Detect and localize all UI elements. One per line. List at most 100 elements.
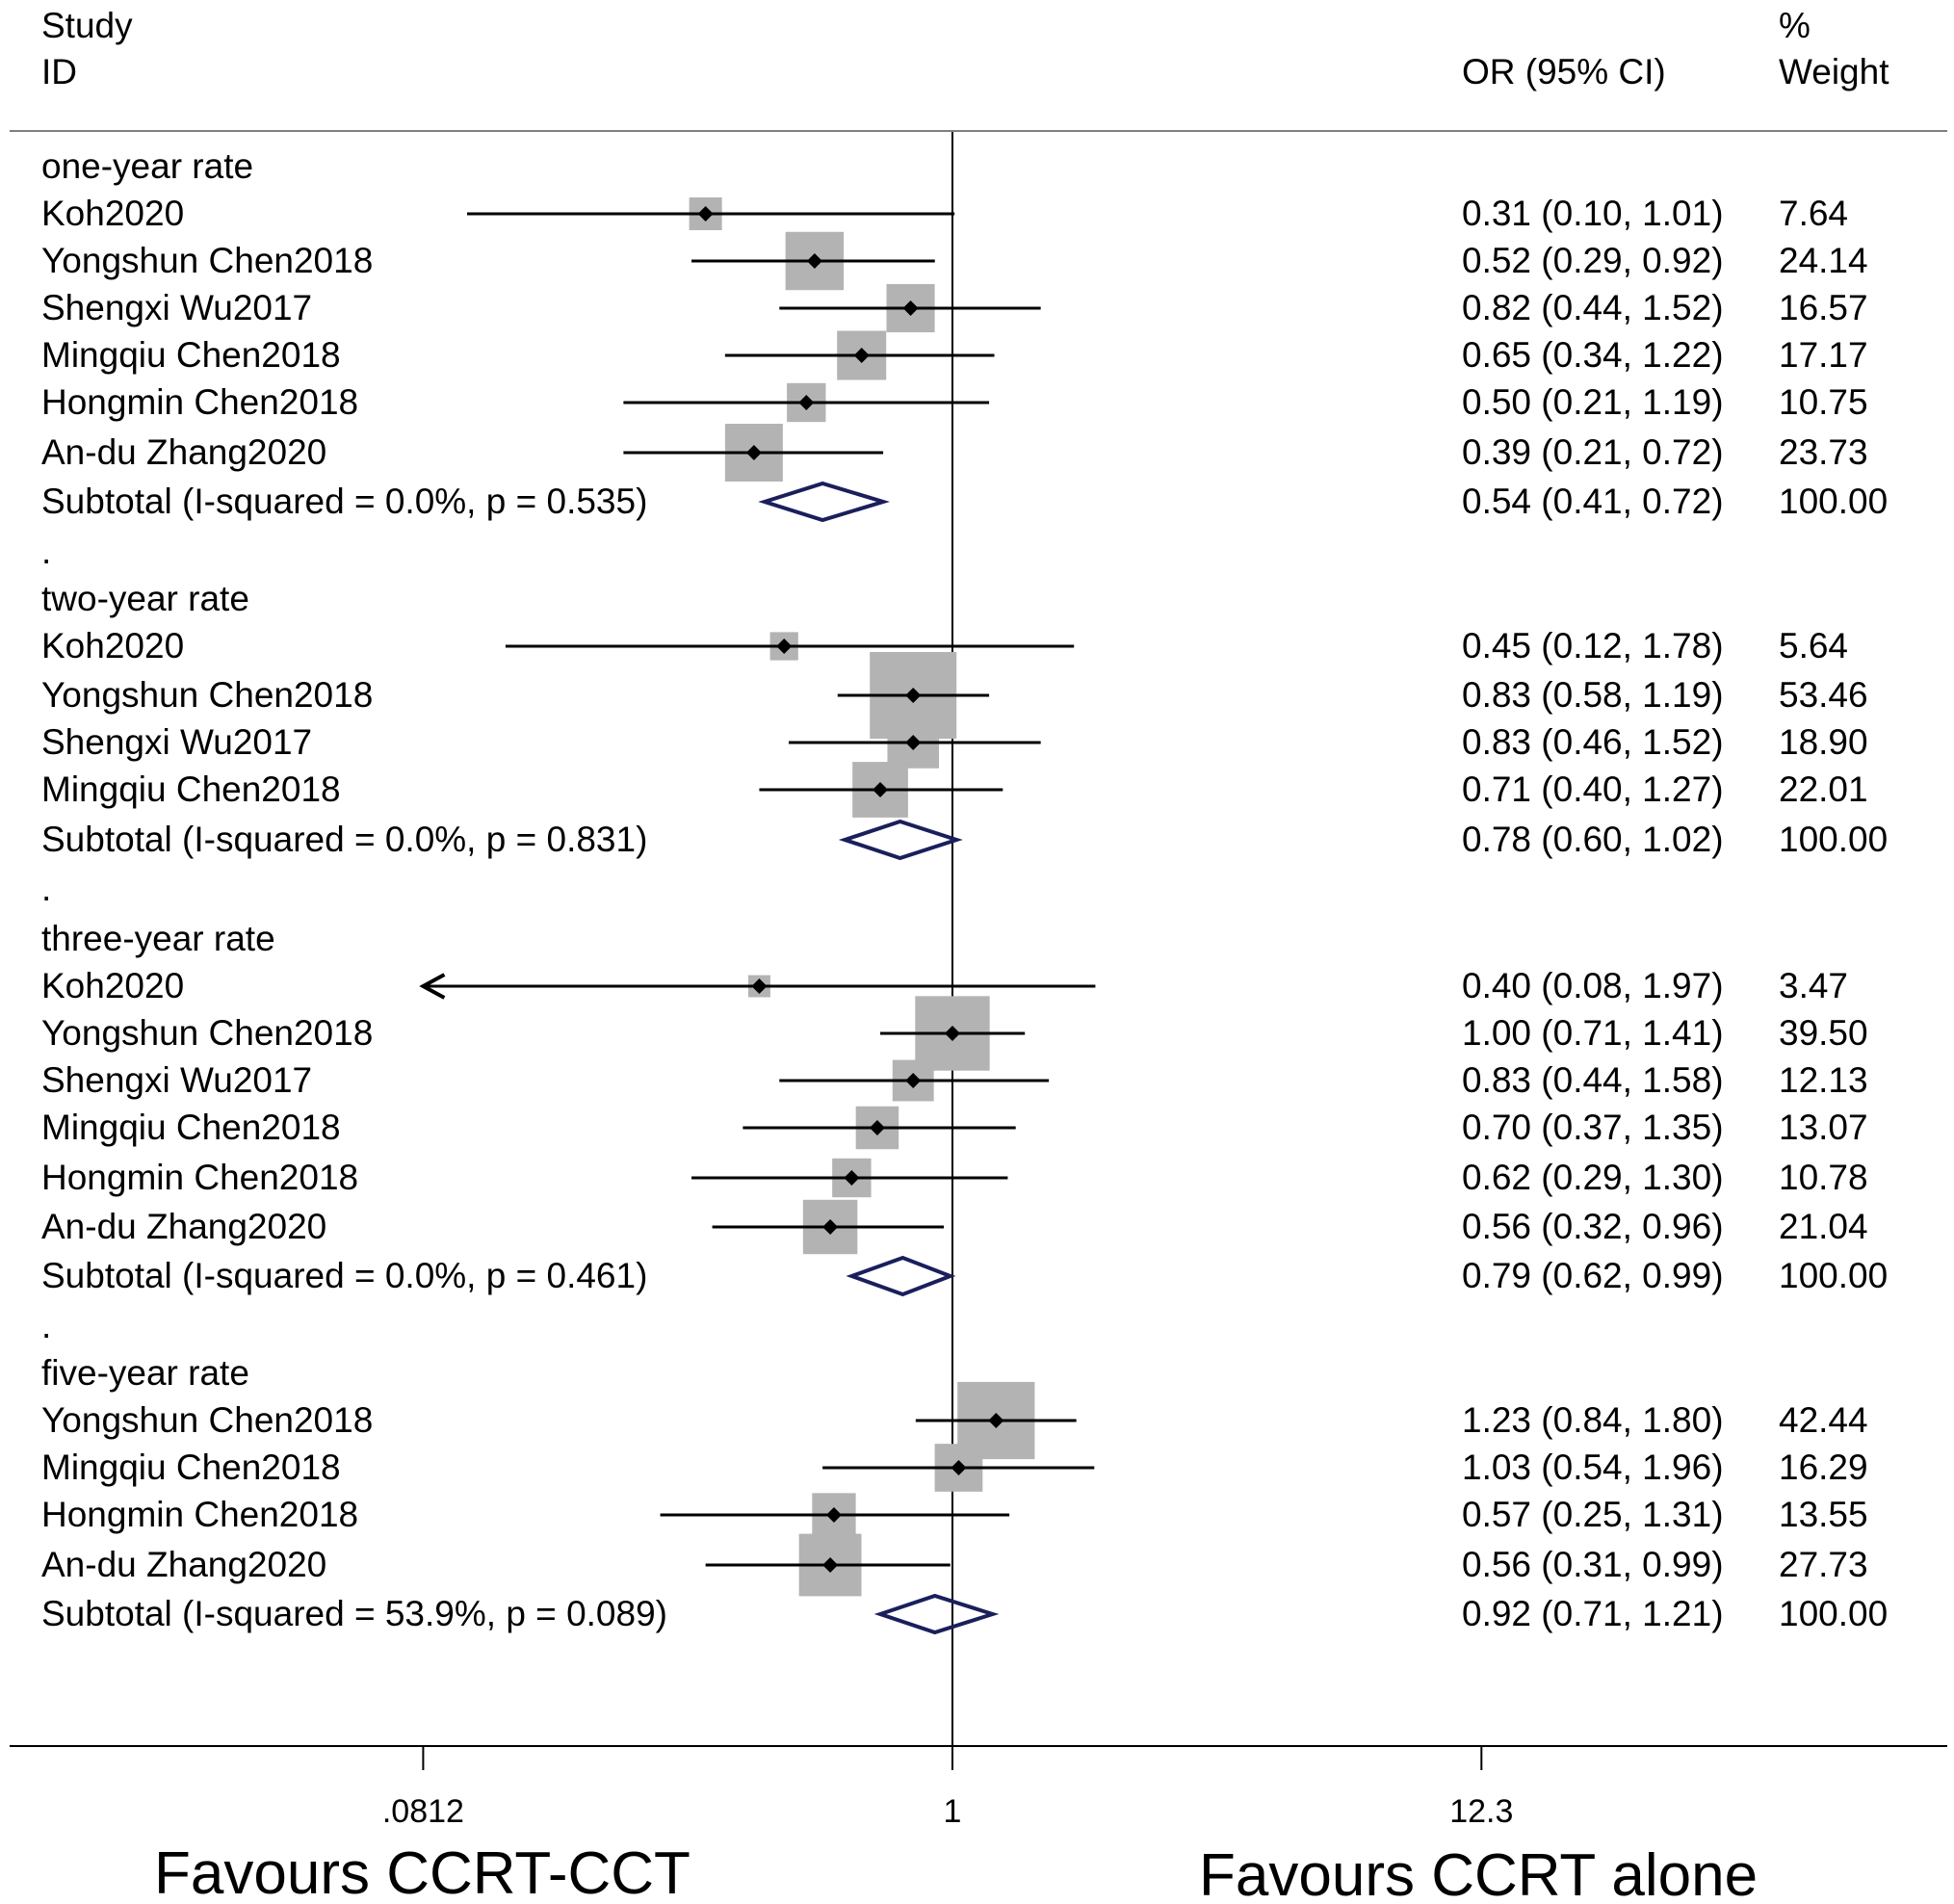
weight-value: 39.50 <box>1779 1013 1868 1053</box>
point-estimate <box>945 1026 960 1041</box>
point-estimate <box>988 1413 1004 1428</box>
header-study: Study <box>41 6 133 45</box>
study-label: Shengxi Wu2017 <box>41 722 312 762</box>
study-label: Koh2020 <box>41 626 184 665</box>
row-dot: . <box>41 869 51 908</box>
study-label: An-du Zhang2020 <box>41 1207 326 1246</box>
weight-value: 5.64 <box>1779 626 1848 665</box>
point-estimate <box>844 1170 860 1186</box>
row-group: one-year rate <box>41 146 253 186</box>
point-estimate <box>776 639 793 654</box>
row-study: Shengxi Wu2017 0.83 (0.46, 1.52) 18.90 <box>41 717 1868 769</box>
or-ci-value: 0.50 (0.21, 1.19) <box>1462 382 1724 422</box>
header: Study ID OR (95% CI) % Weight <box>41 6 1889 91</box>
weight-value: 24.14 <box>1779 241 1868 280</box>
or-ci-value: 0.56 (0.32, 0.96) <box>1462 1207 1724 1246</box>
row-study: An-du Zhang2020 0.56 (0.31, 0.99) 27.73 <box>41 1533 1868 1597</box>
or-ci-value: 1.00 (0.71, 1.41) <box>1462 1013 1724 1053</box>
or-ci-value: 1.03 (0.54, 1.96) <box>1462 1448 1724 1487</box>
study-label: Hongmin Chen2018 <box>41 382 358 422</box>
row-study: Mingqiu Chen2018 0.65 (0.34, 1.22) 17.17 <box>41 330 1868 380</box>
row-study: Koh2020 0.40 (0.08, 1.97) 3.47 <box>41 966 1848 1005</box>
study-label: Koh2020 <box>41 194 184 233</box>
point-estimate <box>798 395 815 410</box>
group-label: two-year rate <box>41 579 249 618</box>
group-label: three-year rate <box>41 919 275 958</box>
weight-value: 13.07 <box>1779 1108 1868 1147</box>
subtotal-diamond <box>873 1593 1000 1635</box>
row-subtotal: Subtotal (I-squared = 0.0%, p = 0.535) 0.… <box>41 481 1888 523</box>
point-estimate <box>905 735 922 750</box>
study-label: Yongshun Chen2018 <box>41 1013 373 1053</box>
study-label: Mingqiu Chen2018 <box>41 335 341 375</box>
header-id: ID <box>41 52 77 91</box>
weight-value: 27.73 <box>1779 1545 1868 1584</box>
row-group: two-year rate <box>41 579 249 618</box>
or-ci-value: 0.71 (0.40, 1.27) <box>1462 769 1724 809</box>
favours-right: Favours CCRT alone <box>1199 1842 1758 1904</box>
point-estimate <box>751 978 768 994</box>
row-study: Hongmin Chen2018 0.50 (0.21, 1.19) 10.75 <box>41 382 1868 423</box>
or-ci-value: 0.65 (0.34, 1.22) <box>1462 335 1724 375</box>
subtotal-diamond <box>758 481 891 523</box>
row-study: Koh2020 0.45 (0.12, 1.78) 5.64 <box>41 626 1848 665</box>
or-ci-value: 0.70 (0.37, 1.35) <box>1462 1108 1724 1147</box>
row-study: An-du Zhang2020 0.56 (0.32, 0.96) 21.04 <box>41 1199 1868 1255</box>
or-ci-value: 0.54 (0.41, 0.72) <box>1462 482 1724 521</box>
row-study: Shengxi Wu2017 0.83 (0.44, 1.58) 12.13 <box>41 1059 1868 1102</box>
header-or-ci: OR (95% CI) <box>1462 52 1666 91</box>
weight-value: 7.64 <box>1779 194 1848 233</box>
study-label: Koh2020 <box>41 966 184 1005</box>
header-percent: % <box>1779 6 1811 45</box>
row-group: three-year rate <box>41 919 275 958</box>
point-estimate <box>905 1073 922 1088</box>
point-estimate <box>806 253 822 269</box>
study-label: Yongshun Chen2018 <box>41 1400 373 1440</box>
group-label: five-year rate <box>41 1353 249 1393</box>
weight-value: 100.00 <box>1779 482 1888 521</box>
subtotal-diamond <box>846 1255 956 1297</box>
or-ci-value: 1.23 (0.84, 1.80) <box>1462 1400 1724 1440</box>
point-estimate <box>745 445 762 460</box>
row-group: five-year rate <box>41 1353 249 1393</box>
or-ci-value: 0.40 (0.08, 1.97) <box>1462 966 1724 1005</box>
point-estimate <box>951 1460 967 1475</box>
separator-dot: . <box>41 532 51 571</box>
row-subtotal: Subtotal (I-squared = 0.0%, p = 0.831) 0.… <box>41 819 1888 861</box>
weight-value: 13.55 <box>1779 1495 1868 1534</box>
study-label: Hongmin Chen2018 <box>41 1158 358 1197</box>
row-dot: . <box>41 0 51 8</box>
weight-value: 12.13 <box>1779 1060 1868 1100</box>
row-study: Yongshun Chen2018 1.23 (0.84, 1.80) 42.44 <box>41 1381 1868 1460</box>
header-weight: Weight <box>1779 52 1889 91</box>
row-study: An-du Zhang2020 0.39 (0.21, 0.72) 23.73 <box>41 424 1868 482</box>
or-ci-value: 0.45 (0.12, 1.78) <box>1462 626 1724 665</box>
weight-value: 18.90 <box>1779 722 1868 762</box>
point-estimate <box>873 782 889 797</box>
point-estimate <box>825 1507 842 1523</box>
weight-value: 16.57 <box>1779 288 1868 327</box>
row-study: Yongshun Chen2018 0.83 (0.58, 1.19) 53.46 <box>41 652 1868 739</box>
weight-value: 100.00 <box>1779 1256 1888 1295</box>
weight-value: 10.75 <box>1779 382 1868 422</box>
row-study: Shengxi Wu2017 0.82 (0.44, 1.52) 16.57 <box>41 283 1868 333</box>
study-label: Mingqiu Chen2018 <box>41 1448 341 1487</box>
or-ci-value: 0.83 (0.46, 1.52) <box>1462 722 1724 762</box>
row-dot: . <box>41 1306 51 1345</box>
subtotal-label: Subtotal (I-squared = 0.0%, p = 0.535) <box>41 482 647 521</box>
subtotal-label: Subtotal (I-squared = 53.9%, p = 0.089) <box>41 1594 667 1633</box>
subtotal-label: Subtotal (I-squared = 0.0%, p = 0.461) <box>41 1256 647 1295</box>
study-label: Yongshun Chen2018 <box>41 675 373 715</box>
row-dot: . <box>41 532 51 571</box>
weight-value: 17.17 <box>1779 335 1868 375</box>
row-study: Yongshun Chen2018 1.00 (0.71, 1.41) 39.50 <box>41 996 1868 1071</box>
study-label: Mingqiu Chen2018 <box>41 1108 341 1147</box>
or-ci-value: 0.78 (0.60, 1.02) <box>1462 820 1724 859</box>
point-estimate <box>902 300 919 316</box>
or-ci-value: 0.83 (0.58, 1.19) <box>1462 675 1724 715</box>
point-estimate <box>697 206 714 222</box>
or-ci-value: 0.92 (0.71, 1.21) <box>1462 1594 1724 1633</box>
or-ci-value: 0.82 (0.44, 1.52) <box>1462 288 1724 327</box>
separator-dot: . <box>41 869 51 908</box>
row-study: Mingqiu Chen2018 1.03 (0.54, 1.96) 16.29 <box>41 1444 1868 1492</box>
